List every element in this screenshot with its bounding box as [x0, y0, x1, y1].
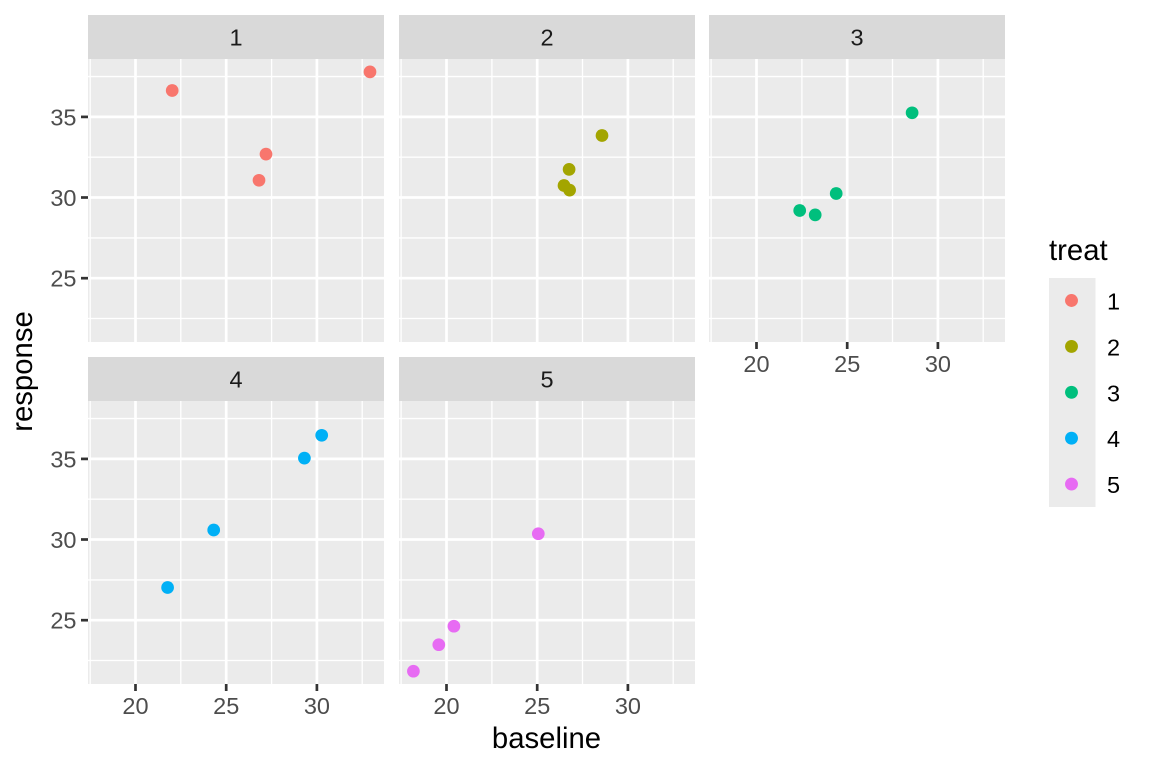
svg-text:35: 35	[50, 446, 76, 472]
svg-text:3: 3	[850, 25, 863, 51]
svg-text:4: 4	[229, 367, 242, 393]
svg-text:treat: treat	[1049, 234, 1108, 267]
svg-text:2: 2	[540, 25, 553, 51]
svg-text:5: 5	[1107, 472, 1120, 498]
svg-text:25: 25	[834, 351, 860, 377]
svg-text:25: 25	[213, 693, 239, 719]
svg-text:35: 35	[50, 104, 76, 130]
svg-text:5: 5	[540, 367, 553, 393]
svg-text:baseline: baseline	[492, 722, 601, 755]
svg-text:30: 30	[304, 693, 330, 719]
svg-text:1: 1	[1107, 289, 1120, 315]
svg-text:3: 3	[1107, 380, 1120, 406]
svg-text:30: 30	[50, 527, 76, 553]
svg-text:response: response	[6, 311, 39, 432]
svg-text:2: 2	[1107, 334, 1120, 360]
svg-text:30: 30	[925, 351, 951, 377]
svg-text:30: 30	[615, 693, 641, 719]
svg-text:25: 25	[50, 266, 76, 292]
svg-text:20: 20	[433, 693, 459, 719]
svg-text:25: 25	[524, 693, 550, 719]
svg-text:20: 20	[122, 693, 148, 719]
svg-text:20: 20	[743, 351, 769, 377]
svg-text:1: 1	[229, 25, 242, 51]
svg-text:4: 4	[1107, 426, 1120, 452]
svg-text:25: 25	[50, 608, 76, 634]
svg-text:30: 30	[50, 185, 76, 211]
